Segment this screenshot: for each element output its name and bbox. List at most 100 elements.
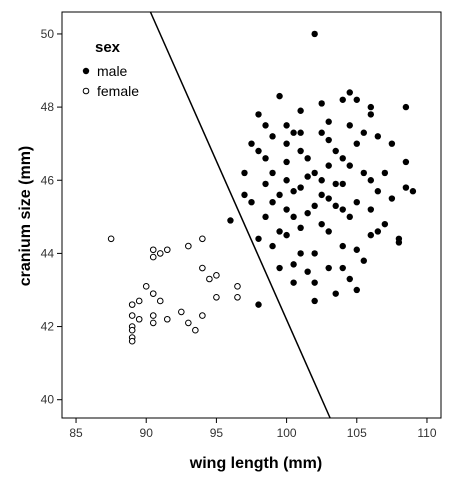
data-point-female (213, 272, 220, 279)
data-point-male (297, 147, 304, 155)
data-point-male (276, 92, 283, 100)
data-point-male (318, 191, 325, 199)
boundary-line (149, 11, 331, 419)
x-axis-label: wing length (mm) (189, 455, 322, 472)
data-point-female (178, 308, 185, 316)
data-point-male (269, 133, 276, 140)
data-point-female (107, 235, 115, 243)
data-point-male (311, 169, 318, 177)
data-point-male (339, 206, 346, 213)
data-point-male (262, 155, 269, 162)
data-point-male (311, 202, 318, 210)
data-point-female (142, 283, 150, 290)
data-point-male (304, 173, 311, 180)
data-point-male (304, 209, 311, 217)
data-point-male (255, 147, 262, 155)
data-point-male (388, 195, 396, 202)
data-point-male (255, 111, 262, 118)
data-point-male (409, 188, 417, 195)
data-point-male (346, 89, 353, 96)
data-point-female (213, 293, 220, 301)
data-point-male (332, 202, 339, 210)
data-point-female (192, 326, 199, 334)
data-point-male (283, 122, 290, 129)
data-point-male (318, 177, 325, 184)
data-point-male (339, 264, 346, 272)
data-point-male (325, 136, 332, 144)
data-point-male (241, 169, 248, 177)
data-point-male (402, 184, 410, 191)
y-axis-label: cranium size (mm) (17, 146, 34, 286)
series-female (107, 235, 241, 345)
data-point-male (255, 235, 262, 242)
data-point-male (248, 140, 255, 147)
y-tick-label: 48 (41, 100, 55, 114)
data-point-male (332, 147, 339, 155)
data-point-male (283, 206, 290, 213)
legend-label-male: male (97, 63, 128, 79)
data-point-female (185, 319, 192, 327)
legend-marker-male (82, 67, 90, 75)
data-point-male (332, 180, 339, 188)
data-point-male (402, 158, 410, 166)
data-point-male (290, 129, 297, 136)
plot-frame (61, 11, 442, 419)
data-point-male (339, 180, 346, 188)
data-point-male (367, 111, 375, 118)
y-tick-label: 42 (41, 320, 55, 334)
data-point-male (367, 177, 375, 184)
data-point-female (199, 264, 206, 272)
data-point-male (367, 103, 375, 111)
data-point-male (367, 206, 375, 213)
data-point-female (149, 312, 157, 319)
data-point-male (353, 286, 360, 294)
data-point-male (360, 169, 367, 177)
data-point-male (269, 198, 276, 206)
data-point-male (374, 188, 382, 195)
data-point-male (283, 158, 290, 166)
data-point-male (290, 213, 297, 221)
data-point-female (128, 301, 136, 308)
data-point-male (283, 140, 290, 147)
data-point-male (248, 198, 255, 206)
data-point-male (304, 155, 311, 162)
x-tick-label: 85 (69, 426, 83, 440)
data-point-male (360, 257, 367, 264)
data-point-male (353, 140, 360, 147)
data-point-male (297, 250, 304, 257)
data-point-male (290, 261, 297, 268)
data-point-female (185, 242, 192, 250)
data-point-male (346, 162, 353, 169)
data-point-male (297, 224, 304, 232)
legend: sex male female (82, 39, 139, 99)
data-point-male (346, 275, 353, 283)
data-point-male (290, 279, 297, 286)
data-point-male (353, 198, 360, 206)
data-point-male (395, 235, 403, 242)
data-point-male (311, 30, 318, 38)
data-point-male (262, 122, 269, 129)
x-tick-label: 110 (417, 426, 436, 440)
data-point-male (311, 250, 318, 257)
data-point-male (255, 301, 262, 308)
data-point-female (199, 312, 206, 319)
x-tick-label: 95 (210, 426, 224, 440)
data-point-male (262, 180, 269, 188)
data-point-female (206, 275, 213, 283)
y-tick-label: 40 (41, 393, 55, 407)
data-point-female (234, 283, 241, 290)
data-point-male (339, 155, 346, 162)
legend-label-female: female (97, 83, 139, 99)
data-point-male (262, 213, 269, 221)
data-point-male (297, 184, 304, 191)
data-point-male (304, 268, 311, 275)
data-point-male (276, 264, 283, 272)
data-point-female (156, 297, 164, 305)
data-point-female (128, 326, 136, 334)
data-point-male (374, 133, 382, 140)
data-point-female (163, 315, 171, 323)
data-point-male (241, 191, 248, 199)
data-point-male (402, 103, 410, 111)
